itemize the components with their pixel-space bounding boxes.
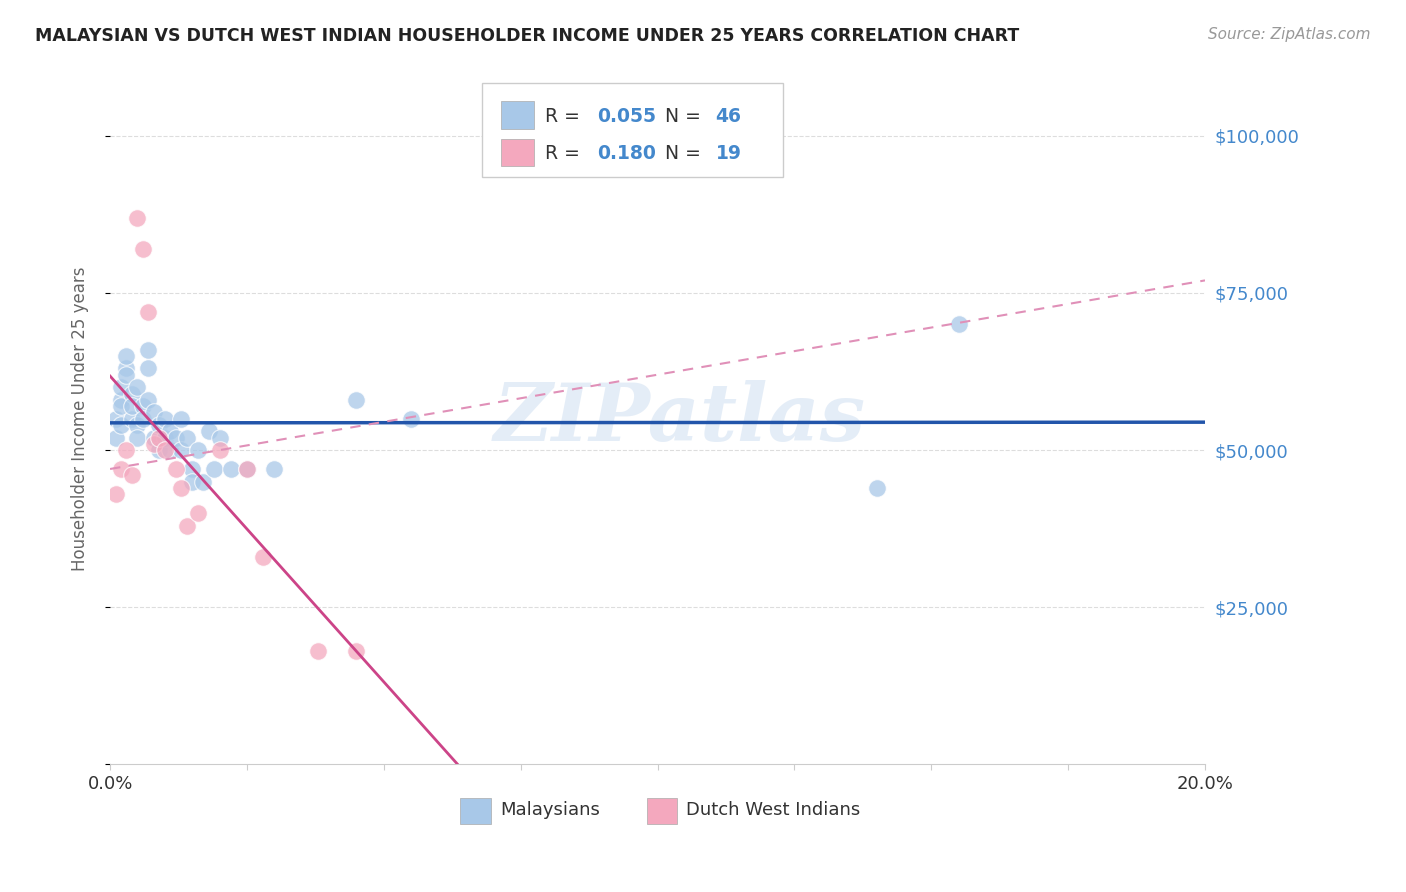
Point	[115, 349, 138, 363]
Point	[138, 392, 160, 407]
Point	[110, 392, 132, 407]
Point	[170, 443, 193, 458]
Point	[181, 475, 204, 489]
Point	[115, 361, 138, 376]
Point	[148, 443, 170, 458]
Point	[132, 411, 155, 425]
Bar	[501, 102, 534, 129]
Point	[121, 468, 143, 483]
Point	[138, 361, 160, 376]
Point	[132, 399, 155, 413]
Point	[142, 431, 165, 445]
Text: N =: N =	[665, 145, 707, 163]
Text: ZIPatlas: ZIPatlas	[494, 380, 866, 458]
Point	[138, 305, 160, 319]
Point	[252, 549, 274, 564]
Point	[127, 417, 149, 432]
Point	[170, 481, 193, 495]
Point	[159, 424, 181, 438]
Point	[208, 443, 231, 458]
Point	[138, 343, 160, 357]
Point	[399, 411, 422, 425]
Point	[110, 462, 132, 476]
Point	[159, 443, 181, 458]
Text: R =: R =	[544, 107, 586, 126]
Text: MALAYSIAN VS DUTCH WEST INDIAN HOUSEHOLDER INCOME UNDER 25 YEARS CORRELATION CHA: MALAYSIAN VS DUTCH WEST INDIAN HOUSEHOLD…	[35, 27, 1019, 45]
Point	[121, 386, 143, 401]
Point	[148, 417, 170, 432]
Point	[191, 475, 214, 489]
Point	[307, 644, 329, 658]
Point	[121, 411, 143, 425]
Point	[110, 399, 132, 413]
Point	[187, 443, 209, 458]
Point	[104, 411, 127, 425]
Point	[236, 462, 259, 476]
Point	[115, 368, 138, 382]
Point	[176, 518, 198, 533]
Text: Dutch West Indians: Dutch West Indians	[686, 801, 860, 819]
Point	[132, 242, 155, 256]
Point	[181, 462, 204, 476]
Point	[263, 462, 285, 476]
Point	[153, 431, 176, 445]
Point	[148, 431, 170, 445]
Point	[236, 462, 259, 476]
Text: 46: 46	[716, 107, 741, 126]
Text: Source: ZipAtlas.com: Source: ZipAtlas.com	[1208, 27, 1371, 42]
Point	[170, 411, 193, 425]
Point	[948, 318, 970, 332]
Text: N =: N =	[665, 107, 707, 126]
Point	[219, 462, 242, 476]
Point	[104, 487, 127, 501]
Point	[127, 380, 149, 394]
Point	[142, 405, 165, 419]
Point	[165, 462, 187, 476]
Point	[115, 443, 138, 458]
Point	[127, 431, 149, 445]
Point	[208, 431, 231, 445]
Text: Malaysians: Malaysians	[501, 801, 600, 819]
Point	[142, 437, 165, 451]
FancyBboxPatch shape	[482, 83, 783, 177]
Point	[197, 424, 219, 438]
Point	[110, 380, 132, 394]
Text: 19: 19	[716, 145, 741, 163]
Point	[176, 431, 198, 445]
Bar	[501, 138, 534, 166]
Point	[121, 399, 143, 413]
Text: 0.055: 0.055	[598, 107, 657, 126]
Point	[187, 506, 209, 520]
Point	[165, 431, 187, 445]
Point	[202, 462, 225, 476]
Point	[346, 644, 368, 658]
Point	[153, 411, 176, 425]
Bar	[647, 797, 678, 824]
Point	[153, 443, 176, 458]
Point	[110, 417, 132, 432]
Text: R =: R =	[544, 145, 586, 163]
Text: 0.180: 0.180	[598, 145, 657, 163]
Point	[127, 211, 149, 225]
Point	[346, 392, 368, 407]
Y-axis label: Householder Income Under 25 years: Householder Income Under 25 years	[72, 267, 89, 571]
Point	[865, 481, 887, 495]
Bar	[460, 797, 491, 824]
Point	[104, 431, 127, 445]
